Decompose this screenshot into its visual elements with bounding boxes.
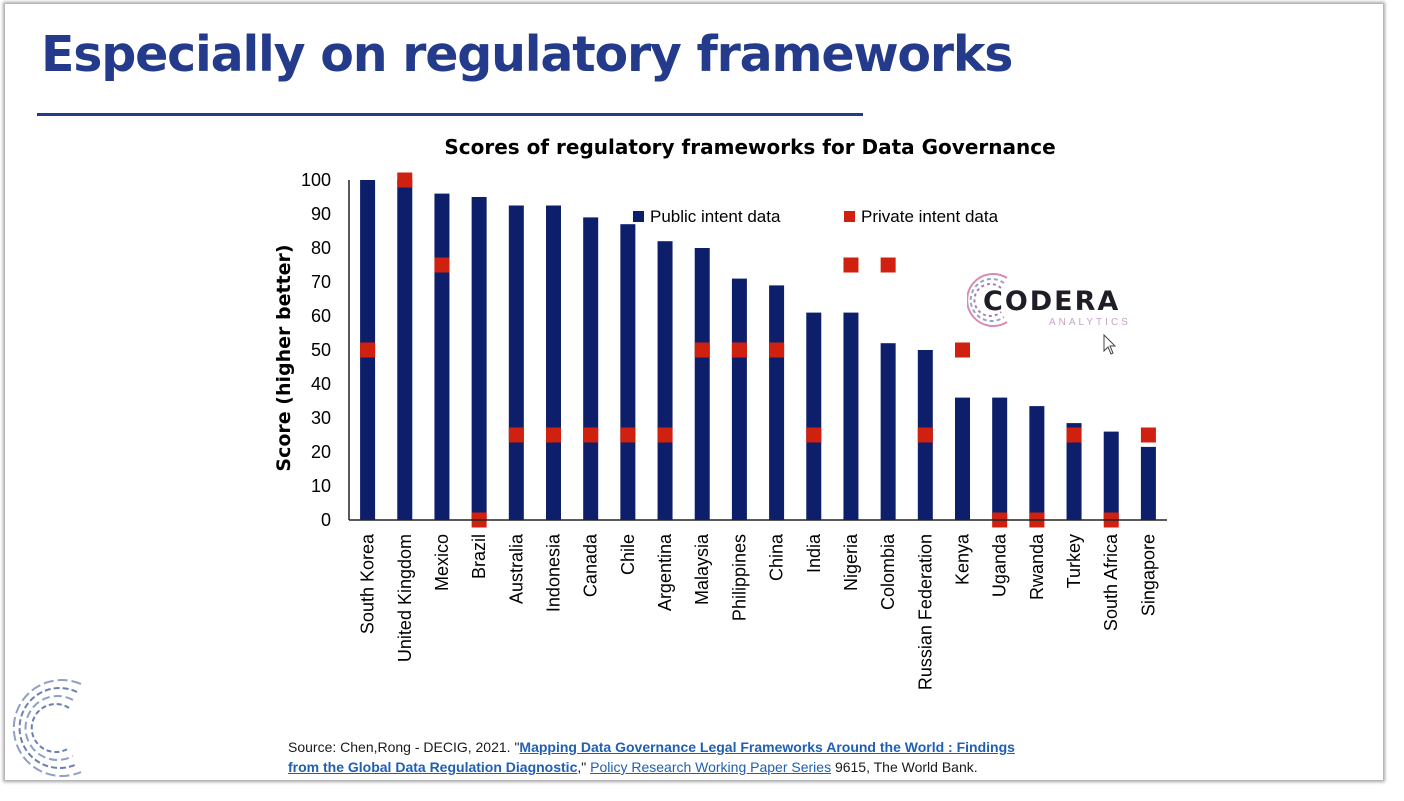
bar-public-mexico [434,193,450,520]
y-tick-label: 20 [311,442,331,462]
title-underline [37,113,863,116]
bar-public-united-kingdom [397,180,413,520]
bar-public-india [806,312,822,520]
bar-public-rwanda [1029,406,1045,520]
y-tick-label: 100 [301,170,331,190]
marker-private-nigeria [843,257,859,273]
bar-chart: Scores of regulatory frameworks for Data… [273,135,1167,690]
bar-public-colombia [880,343,896,520]
source-separator: ," [577,759,591,775]
chart-title: Scores of regulatory frameworks for Data… [444,135,1055,159]
public-bars [360,180,1156,520]
codera-subtitle: ANALYTICS [1049,317,1131,328]
x-tick-label: Turkey [1064,534,1084,588]
x-tick-label: Singapore [1138,534,1158,616]
x-tick-label: Chile [618,534,638,575]
bar-public-kenya [955,397,970,520]
x-tick-label: Canada [581,533,601,597]
bar-public-uganda [992,397,1008,520]
legend-public-label: Public intent data [650,207,781,226]
x-tick-label: China [767,533,787,581]
marker-private-turkey [1066,427,1082,443]
x-tick-label: South Korea [358,533,378,634]
series-link[interactable]: Policy Research Working Paper Series [590,759,832,775]
source-suffix: 9615, The World Bank. [831,759,978,775]
y-axis-label: Score (higher better) [273,244,295,471]
marker-private-mexico [434,257,450,273]
y-tick-label: 50 [311,340,331,360]
x-tick-label: Kenya [953,533,973,585]
x-tick-label: Mexico [432,534,452,591]
x-tick-label: Malaysia [692,533,712,605]
codera-logo: CODERA ANALYTICS [967,270,1147,330]
marker-private-india [806,427,822,443]
x-tick-label: Nigeria [841,533,861,591]
paper-title-link[interactable]: Mapping Data Governance Legal Frameworks… [519,739,1015,755]
marker-private-australia [508,427,524,443]
bar-public-malaysia [694,248,710,520]
x-tick-label: South Africa [1101,533,1121,631]
y-tick-label: 40 [311,374,331,394]
bar-public-indonesia [546,205,561,520]
y-tick-label: 30 [311,408,331,428]
slide-title: Especially on regulatory frameworks [41,26,1013,83]
marker-private-chile [620,427,636,443]
source-citation: Source: Chen,Rong - DECIG, 2021. "Mappin… [288,737,1015,777]
x-tick-label: Uganda [990,533,1010,597]
marker-private-philippines [731,342,747,358]
y-tick-label: 80 [311,238,331,258]
marker-private-russian-federation [917,427,933,443]
slide: Especially on regulatory frameworks Scor… [5,4,1383,780]
marker-private-united-kingdom [397,172,413,188]
bar-public-turkey [1066,423,1082,520]
bar-public-argentina [657,241,673,520]
marker-private-singapore [1140,427,1156,443]
marker-private-colombia [880,257,896,273]
bar-public-canada [583,217,599,520]
bar-public-nigeria [843,312,859,520]
legend: Public intent data Private intent data [633,207,999,226]
marker-private-indonesia [546,427,561,443]
y-tick-label: 90 [311,204,331,224]
legend-private-label: Private intent data [861,207,999,226]
x-tick-label: Indonesia [544,533,564,612]
bar-public-brazil [471,197,487,520]
legend-private-swatch [844,211,855,222]
x-tick-label: Argentina [655,533,675,611]
x-tick-label: India [804,533,824,573]
marker-private-south-korea [360,342,376,358]
y-tick-label: 10 [311,476,331,496]
marker-private-kenya [955,342,970,358]
codera-wordmark: CODERA [983,286,1121,317]
y-axis-ticks: 0 10 20 30 40 50 60 70 80 90 100 [301,170,331,530]
codera-mark-icon [967,273,1008,327]
marker-private-malaysia [694,342,710,358]
x-tick-label: Colombia [878,533,898,610]
legend-public-swatch [633,211,644,222]
bar-public-south-africa [1103,431,1119,520]
mouse-cursor-icon [1103,334,1117,355]
bar-public-china [769,285,785,520]
x-tick-label: Brazil [469,534,489,579]
x-tick-label: Australia [506,533,526,604]
bar-public-australia [508,205,524,520]
y-tick-label: 60 [311,306,331,326]
y-tick-label: 0 [321,510,331,530]
x-axis-ticks: South Korea United Kingdom Mexico Brazil Aus… [358,533,1159,690]
marker-private-china [769,342,785,358]
paper-title-link-line2[interactable]: from the Global Data Regulation Diagnost… [288,759,578,775]
marker-private-canada [583,427,599,443]
x-tick-label: United Kingdom [395,534,415,662]
source-prefix: Source: Chen,Rong - DECIG, 2021. " [288,739,520,755]
bar-public-philippines [731,278,747,520]
x-tick-label: Philippines [729,534,749,621]
corner-c-logo-icon [12,679,82,777]
marker-private-argentina [657,427,673,443]
bar-public-singapore [1140,446,1156,520]
x-tick-label: Russian Federation [915,534,935,690]
bar-public-chile [620,224,636,520]
x-tick-label: Rwanda [1027,533,1047,600]
y-tick-label: 70 [311,272,331,292]
